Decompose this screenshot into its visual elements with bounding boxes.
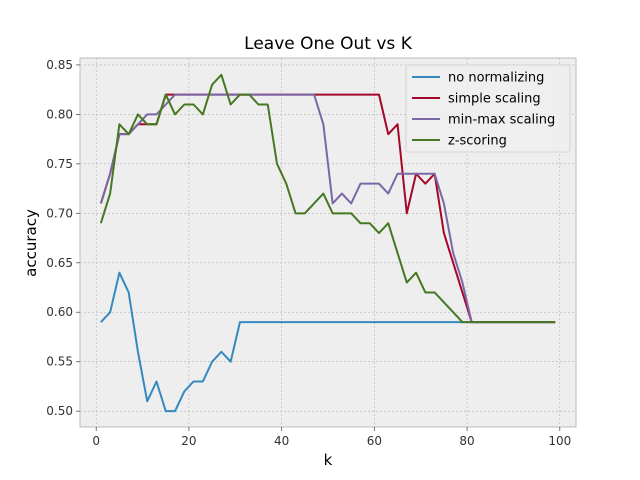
legend: no normalizing simple scaling min-max scal… xyxy=(405,64,571,153)
y-tick-label: 0.60 xyxy=(46,305,73,319)
legend-label-no-normalizing: no normalizing xyxy=(448,71,544,86)
y-tick-label: 0.75 xyxy=(46,157,73,171)
x-axis-title: k xyxy=(324,451,333,469)
x-tick-label: 20 xyxy=(181,434,196,448)
legend-label-simple-scaling: simple scaling xyxy=(448,92,541,107)
x-tick-label: 100 xyxy=(548,434,571,448)
y-axis-title: accuracy xyxy=(22,209,40,277)
x-axis: 0 20 40 60 80 100 xyxy=(92,427,571,448)
legend-label-z-scoring: z-scoring xyxy=(448,134,507,149)
y-tick-label: 0.55 xyxy=(46,355,73,369)
y-tick-label: 0.65 xyxy=(46,256,73,270)
y-axis: 0.50 0.55 0.60 0.65 0.70 0.75 0.80 0.85 xyxy=(46,58,80,418)
chart-title: Leave One Out vs K xyxy=(244,34,413,54)
legend-box xyxy=(405,64,571,153)
legend-label-min-max-scaling: min-max scaling xyxy=(448,113,555,128)
x-tick-label: 40 xyxy=(274,434,289,448)
y-tick-label: 0.85 xyxy=(46,58,73,72)
x-tick-label: 60 xyxy=(367,434,382,448)
x-tick-label: 0 xyxy=(92,434,100,448)
plot-border xyxy=(79,57,577,428)
y-tick-label: 0.80 xyxy=(46,107,73,121)
x-tick-label: 80 xyxy=(459,434,474,448)
y-tick-label: 0.70 xyxy=(46,206,73,220)
y-tick-label: 0.50 xyxy=(46,404,73,418)
series-line-z-scoring xyxy=(99,73,556,324)
series-layer xyxy=(99,73,556,413)
